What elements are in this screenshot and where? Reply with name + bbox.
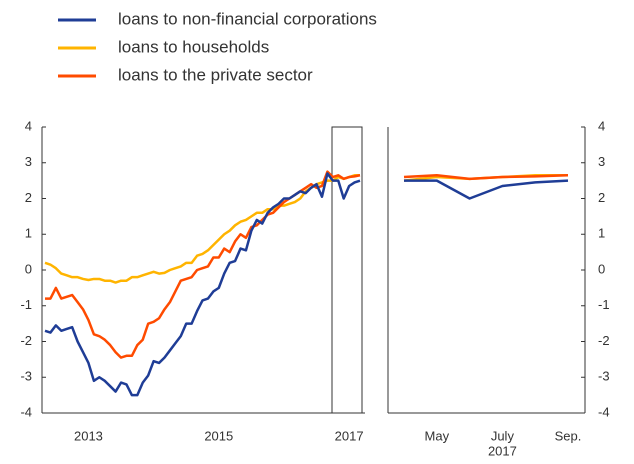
series-line <box>403 174 569 181</box>
x-tick-label: 2013 <box>74 428 103 443</box>
y-tick-label: -1 <box>598 297 610 312</box>
series-line <box>44 172 361 397</box>
y-tick-label: -2 <box>598 333 610 348</box>
series-line <box>44 174 360 284</box>
x-tick-label: 2015 <box>204 428 233 443</box>
y-tick-label: 1 <box>598 226 605 241</box>
y-tick-label: -3 <box>20 369 32 384</box>
y-tick-label: -3 <box>598 369 610 384</box>
y-tick-label: 0 <box>25 261 32 276</box>
x-tick-label: Sep. <box>555 428 582 443</box>
y-tick-label: 2 <box>598 190 605 205</box>
y-tick-label: -2 <box>20 333 32 348</box>
x-tick-label: 2017 <box>335 428 364 443</box>
legend-label: loans to the private sector <box>118 65 313 84</box>
y-tick-label: 4 <box>25 118 32 133</box>
y-tick-label: 4 <box>598 118 605 133</box>
legend-label: loans to non-financial corporations <box>118 9 377 28</box>
y-tick-label: -1 <box>20 297 32 312</box>
y-tick-label: -4 <box>598 404 610 419</box>
y-tick-label: 3 <box>598 154 605 169</box>
legend-label: loans to households <box>118 37 269 56</box>
y-tick-label: 0 <box>598 261 605 276</box>
highlight-box <box>331 126 363 414</box>
x-tick-label: July <box>491 428 515 443</box>
series-line <box>45 170 361 359</box>
x-axis-label: 2017 <box>488 443 517 458</box>
series-line <box>404 179 569 200</box>
y-tick-label: 2 <box>25 190 32 205</box>
y-tick-label: 3 <box>25 154 32 169</box>
y-tick-label: -4 <box>20 404 32 419</box>
y-tick-label: 1 <box>25 226 32 241</box>
x-tick-label: May <box>425 428 450 443</box>
